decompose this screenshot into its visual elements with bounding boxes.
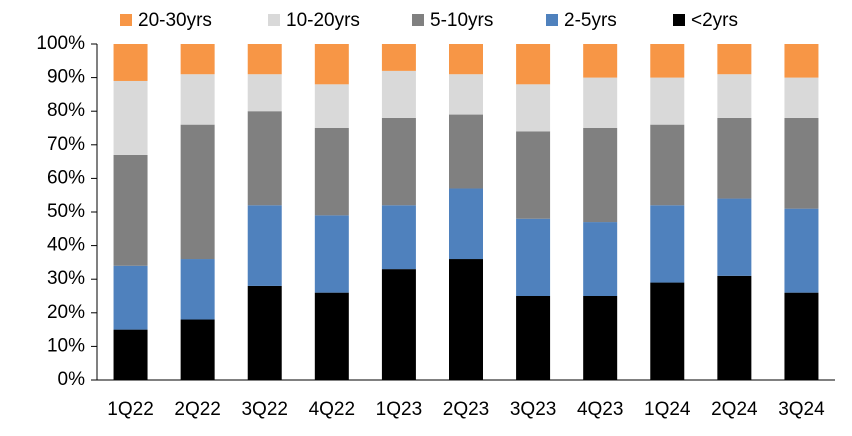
bar-segment	[717, 275, 752, 380]
bar-segment	[113, 44, 148, 81]
y-tick-label: 80%	[47, 100, 85, 121]
y-tick-label: 30%	[47, 268, 85, 289]
y-tick-label: 70%	[47, 134, 85, 155]
y-tick-label: 60%	[47, 167, 85, 188]
bar-segment	[113, 154, 148, 266]
bar-segment	[583, 44, 618, 78]
bar-segment	[314, 292, 349, 380]
bar-segment	[381, 117, 416, 206]
bar-segment	[784, 77, 819, 118]
bar-segment	[784, 292, 819, 380]
x-tick-label: 4Q23	[577, 399, 623, 420]
bar-segment	[516, 131, 551, 219]
bar-segment	[650, 282, 685, 380]
legend-swatch	[673, 14, 685, 26]
bar-segment	[583, 128, 618, 223]
legend-swatch	[546, 14, 558, 26]
bar-segment	[381, 205, 416, 270]
x-tick-label: 4Q22	[309, 399, 355, 420]
legend-label: 5-10yrs	[430, 10, 493, 31]
bar-segment	[113, 265, 148, 330]
bar-segment	[516, 44, 551, 85]
bar-segment	[449, 44, 483, 75]
legend-label: 20-30yrs	[138, 10, 212, 31]
bar-segment	[650, 205, 685, 283]
bar-segment	[180, 44, 215, 75]
bar-segment	[247, 285, 282, 380]
bar-segment	[583, 222, 618, 296]
y-tick-label: 100%	[36, 33, 85, 54]
bar-segment	[180, 74, 215, 125]
legend-swatch	[268, 14, 280, 26]
bar-segment	[180, 319, 215, 380]
bar-segment	[784, 208, 819, 293]
bar-segment	[650, 44, 685, 78]
bar-segment	[583, 77, 618, 128]
y-tick-label: 10%	[47, 335, 85, 356]
x-tick-label: 2Q24	[711, 399, 758, 420]
bar-segment	[717, 117, 752, 199]
bar-segment	[449, 259, 483, 380]
bar-segment	[449, 74, 483, 115]
bar-segment	[180, 259, 215, 320]
legend-label: 10-20yrs	[286, 10, 360, 31]
legend-label: 2-5yrs	[564, 10, 617, 31]
bar-segment	[381, 269, 416, 380]
x-tick-label: 2Q23	[443, 399, 489, 420]
x-tick-label: 1Q22	[107, 399, 153, 420]
bar-segment	[650, 77, 685, 125]
y-tick-label: 0%	[58, 369, 86, 390]
bar-segment	[247, 111, 282, 206]
y-tick-label: 90%	[47, 67, 85, 88]
bar-segment	[784, 44, 819, 78]
bar-segment	[247, 74, 282, 112]
bar-segment	[784, 117, 819, 209]
legend-label: <2yrs	[691, 10, 738, 31]
x-tick-label: 1Q23	[376, 399, 422, 420]
bar-segment	[113, 329, 148, 380]
x-tick-label: 3Q24	[778, 399, 825, 420]
bar-segment	[247, 205, 282, 286]
y-tick-label: 20%	[47, 302, 85, 323]
bar-segment	[247, 44, 282, 75]
bar-segment	[516, 84, 551, 132]
bar-segment	[717, 74, 752, 118]
bar-segment	[314, 44, 349, 85]
x-tick-label: 1Q24	[644, 399, 691, 420]
y-tick-label: 40%	[47, 235, 85, 256]
bar-segment	[583, 296, 618, 380]
bar-segment	[516, 218, 551, 296]
bar-segment	[449, 114, 483, 189]
x-tick-label: 2Q22	[174, 399, 220, 420]
bar-segment	[650, 124, 685, 206]
legend-swatch	[120, 14, 132, 26]
legend-swatch	[412, 14, 424, 26]
bar-segment	[381, 70, 416, 118]
bar-segment	[314, 128, 349, 216]
bar-segment	[113, 80, 148, 155]
bar-segment	[314, 84, 349, 128]
bar-segment	[717, 198, 752, 276]
y-tick-label: 50%	[47, 201, 85, 222]
bar-segment	[516, 296, 551, 380]
bar-segment	[314, 215, 349, 293]
bar-segment	[381, 44, 416, 71]
x-tick-label: 3Q22	[241, 399, 287, 420]
x-tick-label: 3Q23	[510, 399, 556, 420]
bar-segment	[180, 124, 215, 260]
bar-segment	[449, 188, 483, 260]
bar-segment	[717, 44, 752, 75]
